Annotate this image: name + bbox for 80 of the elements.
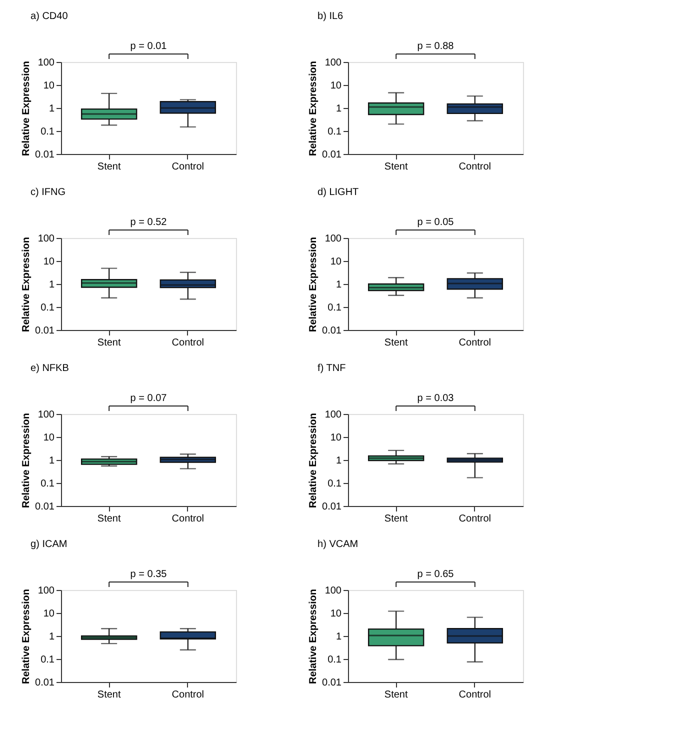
y-tick-label: 10: [330, 256, 342, 268]
x-tick-label: Stent: [97, 162, 121, 172]
y-tick-label: 1: [336, 456, 342, 466]
y-tick-label: 0.01: [322, 326, 342, 336]
x-tick-label: Stent: [384, 514, 408, 524]
x-tick-label: Stent: [384, 338, 408, 348]
y-tick-label: 0.1: [40, 654, 55, 666]
text: p = 0.05: [417, 217, 454, 228]
y-tick-label: 0.1: [40, 478, 55, 490]
x-tick-label: Stent: [97, 514, 121, 524]
y-tick-label: 100: [324, 586, 342, 596]
y-tick-label: 0.1: [328, 654, 342, 666]
y-axis-title: Relative Expression: [308, 412, 320, 508]
x-tick-label: Control: [458, 514, 492, 524]
x-tick-label: Control: [172, 162, 204, 172]
x-tick-label: Stent: [97, 338, 121, 348]
text: p = 0.07: [130, 393, 168, 404]
text: p = 0.88: [417, 41, 454, 52]
x-tick-label: Control: [458, 690, 492, 700]
chart-title: c) IFNG: [30, 187, 66, 198]
x-tick-label: Control: [458, 338, 492, 348]
y-axis-title: Relative Expression: [21, 60, 32, 156]
y-tick-label: 1: [336, 632, 342, 642]
y-tick-label: 10: [43, 80, 55, 92]
chart-title: b) IL6: [318, 11, 344, 22]
y-tick-label: 10: [43, 432, 55, 444]
chart-title: h) VCAM: [318, 539, 358, 550]
y-tick-label: 10: [43, 256, 55, 268]
text: p = 0.03: [417, 393, 454, 404]
y-tick-label: 100: [38, 58, 55, 68]
y-tick-label: 0.01: [35, 150, 55, 160]
y-axis-title: Relative Expression: [21, 236, 32, 332]
y-tick-label: 100: [324, 58, 342, 68]
text: p = 0.01: [130, 41, 168, 52]
y-axis-title: Relative Expression: [21, 588, 32, 684]
chart-title: f) TNF: [318, 363, 346, 374]
y-tick-label: 0.1: [40, 302, 55, 314]
y-axis-title: Relative Expression: [308, 60, 320, 156]
chart-title: g) ICAM: [30, 539, 68, 550]
text: p = 0.65: [417, 569, 454, 580]
chart-title: a) CD40: [30, 11, 68, 22]
y-tick-label: 0.01: [35, 326, 55, 336]
y-tick-label: 1: [336, 104, 342, 114]
y-tick-label: 0.01: [35, 502, 55, 512]
y-tick-label: 0.01: [322, 678, 342, 688]
x-tick-label: Control: [172, 514, 204, 524]
chart-title: d) LIGHT: [318, 187, 359, 198]
y-tick-label: 1: [48, 280, 55, 290]
y-tick-label: 10: [330, 432, 342, 444]
y-tick-label: 1: [48, 104, 55, 114]
y-tick-label: 100: [38, 410, 55, 420]
y-tick-label: 100: [324, 410, 342, 420]
y-tick-label: 100: [324, 234, 342, 244]
y-tick-label: 0.01: [322, 150, 342, 160]
y-axis-title: Relative Expression: [308, 588, 320, 684]
x-tick-label: Stent: [384, 690, 408, 700]
y-axis-title: Relative Expression: [308, 236, 320, 332]
y-tick-label: 0.1: [328, 478, 342, 490]
chart-title: e) NFKB: [30, 363, 70, 374]
x-tick-label: Control: [458, 162, 492, 172]
y-tick-label: 100: [38, 586, 55, 596]
x-tick-label: Control: [172, 338, 204, 348]
y-tick-label: 100: [38, 234, 55, 244]
x-tick-label: Stent: [97, 690, 121, 700]
y-tick-label: 0.1: [328, 302, 342, 314]
text: p = 0.52: [130, 217, 168, 228]
text: p = 0.35: [130, 569, 168, 580]
y-tick-label: 0.1: [328, 126, 342, 138]
y-tick-label: 1: [336, 280, 342, 290]
y-tick-label: 1: [48, 632, 55, 642]
y-tick-label: 0.1: [40, 126, 55, 138]
y-axis-title: Relative Expression: [21, 412, 32, 508]
y-tick-label: 10: [330, 608, 342, 620]
x-tick-label: Stent: [384, 162, 408, 172]
y-tick-label: 10: [330, 80, 342, 92]
y-tick-label: 1: [48, 456, 55, 466]
y-tick-label: 0.01: [35, 678, 55, 688]
x-tick-label: Control: [172, 690, 204, 700]
y-tick-label: 0.01: [322, 502, 342, 512]
y-tick-label: 10: [43, 608, 55, 620]
